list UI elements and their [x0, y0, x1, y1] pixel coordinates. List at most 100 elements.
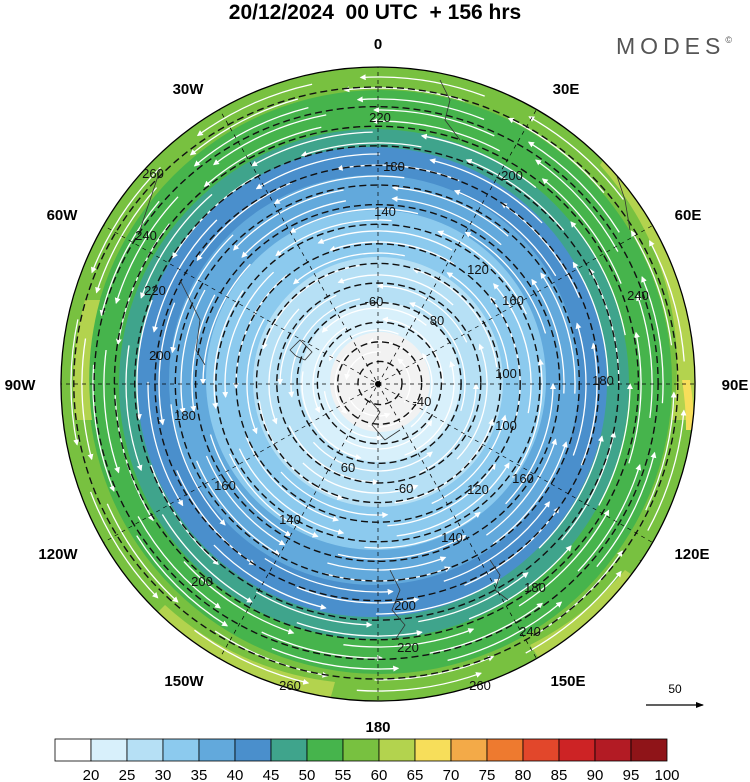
colorbar-swatch	[558, 738, 596, 762]
lon-label-0: 0	[374, 36, 382, 53]
streamline	[456, 343, 488, 460]
streamline	[344, 419, 433, 450]
streamline	[649, 240, 685, 362]
streamline	[196, 460, 281, 556]
streamline	[453, 189, 557, 277]
streamlines	[70, 74, 687, 692]
streamline	[172, 173, 260, 259]
streamline	[465, 158, 565, 231]
streamline	[115, 223, 171, 345]
streamline	[183, 561, 295, 635]
streamline	[328, 329, 399, 362]
streamline	[645, 391, 677, 511]
streamline	[317, 230, 453, 251]
streamline	[271, 647, 400, 672]
streamline	[99, 200, 160, 317]
streamline	[343, 86, 465, 102]
lon-label-60w: 60W	[47, 207, 79, 224]
contour-label: 240	[627, 288, 649, 303]
streamline	[443, 501, 550, 582]
streamline	[103, 350, 120, 474]
streamline	[371, 117, 501, 152]
streamline	[264, 557, 394, 595]
streamline	[359, 74, 485, 97]
streamline	[196, 83, 313, 137]
contour-line	[134, 145, 620, 621]
colorbar-label: 40	[227, 767, 244, 782]
streamline	[429, 602, 544, 654]
streamline	[468, 545, 572, 620]
streamline	[327, 556, 447, 571]
streamline	[348, 397, 391, 419]
contour-label: 180	[592, 373, 614, 388]
streamline	[222, 271, 275, 398]
streamline	[420, 133, 537, 189]
streamline	[538, 435, 604, 549]
streamline	[431, 414, 507, 505]
streamline	[321, 307, 427, 333]
logo-copyright-mark: ©	[725, 35, 732, 45]
streamline	[391, 184, 509, 237]
streamline	[238, 448, 345, 535]
contour-line	[93, 105, 659, 661]
streamline	[344, 351, 381, 381]
streamline	[147, 381, 184, 507]
contour-label: 260	[142, 166, 164, 181]
streamline	[598, 383, 633, 506]
contour-label: 220	[144, 283, 166, 298]
map-title: 20/12/2024 00 UTC + 156 hrs	[228, 1, 522, 24]
streamline	[302, 462, 419, 494]
colorbar-swatch	[594, 738, 632, 762]
colorbar-swatch	[378, 738, 416, 762]
streamline	[394, 418, 494, 504]
streamline	[106, 503, 179, 603]
modes-logo: MODES©	[616, 33, 732, 60]
colorbar-swatch	[522, 738, 560, 762]
streamline	[203, 126, 322, 187]
streamline	[161, 514, 253, 603]
streamline	[296, 621, 423, 637]
logo-text: MODES	[616, 33, 726, 59]
streamline	[636, 294, 653, 418]
streamline	[114, 196, 179, 304]
streamline	[189, 98, 299, 156]
streamline	[152, 219, 218, 333]
streamline	[396, 462, 510, 537]
colorbar-label: 95	[623, 767, 640, 782]
colorbar-label: 30	[155, 767, 172, 782]
contour-label: 200	[191, 574, 213, 589]
streamline	[323, 391, 383, 442]
reference-vector-value: 50	[668, 682, 682, 696]
streamline	[577, 464, 642, 572]
colorbar-swatch	[54, 738, 92, 762]
streamline	[233, 189, 344, 251]
longitude-labels: 0 30E 60E 90E 120E 150E 180 150W 120W 90…	[5, 36, 749, 736]
streamline	[419, 383, 479, 474]
streamline	[196, 182, 292, 262]
streamline	[447, 601, 563, 662]
contour-label: 220	[369, 110, 391, 125]
contour-label: 180	[524, 580, 546, 595]
colorbar-label: 20	[83, 767, 100, 782]
streamline	[70, 319, 80, 446]
streamline	[277, 294, 337, 385]
lon-label-150w: 150W	[164, 673, 204, 690]
streamline	[418, 572, 529, 623]
colorbar-label: 25	[119, 767, 136, 782]
colorbar-label: 65	[407, 767, 424, 782]
colorbar-label: 75	[479, 767, 496, 782]
streamline	[570, 221, 626, 336]
streamline	[193, 106, 309, 167]
contour-line	[296, 301, 462, 465]
streamline	[275, 219, 392, 257]
colorbar-swatch	[414, 738, 452, 762]
streamline	[375, 578, 501, 615]
streamline	[641, 276, 664, 404]
reference-vector: 50	[646, 682, 704, 708]
streamline	[337, 535, 467, 560]
lon-label-90e: 90E	[722, 377, 749, 394]
streamline	[373, 106, 495, 137]
contour-label: -60	[395, 481, 414, 496]
streamline	[213, 544, 327, 610]
